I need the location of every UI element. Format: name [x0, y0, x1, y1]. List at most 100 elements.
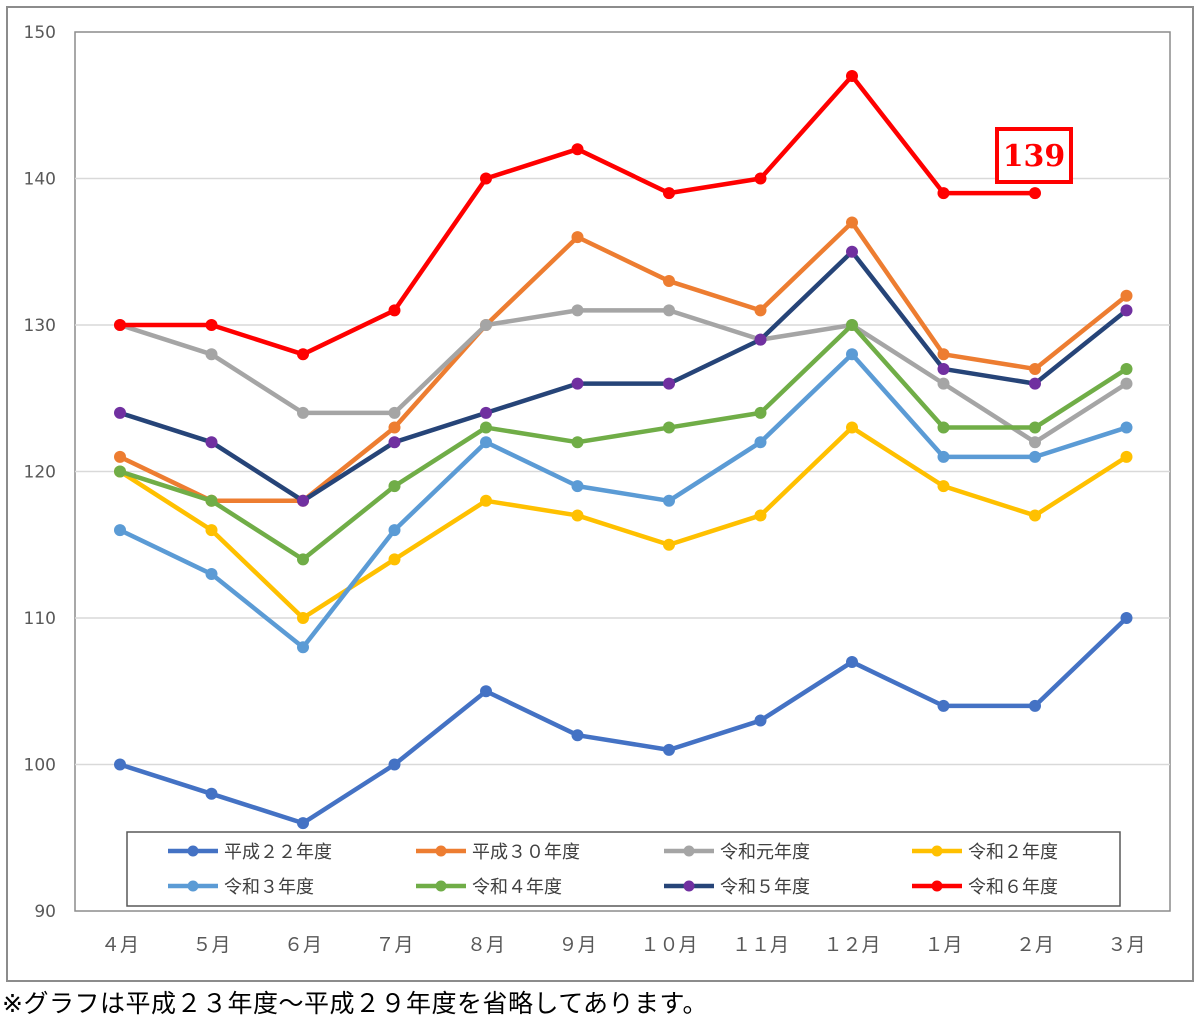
data-point: [571, 729, 584, 742]
data-point: [297, 348, 309, 361]
legend-label: 平成２２年度: [224, 842, 332, 863]
data-point: [754, 714, 767, 727]
legend-marker: [683, 845, 695, 857]
data-point: [480, 436, 492, 449]
data-point: [1120, 377, 1133, 390]
legend-label: 令和元年度: [720, 842, 810, 863]
data-point: [846, 69, 858, 82]
data-point: [1120, 612, 1133, 624]
data-point: [388, 553, 401, 566]
legend-marker: [435, 880, 447, 892]
data-point: [388, 406, 401, 419]
data-point: [571, 377, 584, 390]
data-point: [754, 509, 767, 522]
data-point: [846, 655, 858, 668]
data-point: [388, 304, 401, 317]
data-point: [205, 568, 218, 581]
x-tick-label: １月: [924, 934, 962, 956]
data-point: [297, 494, 309, 507]
series-line-3: [118, 425, 1128, 621]
data-point: [114, 319, 126, 331]
y-tick-label: 130: [24, 316, 56, 336]
data-point: [1120, 289, 1133, 302]
data-point: [937, 450, 950, 463]
data-point: [205, 436, 218, 449]
data-point: [1120, 362, 1133, 375]
data-point: [1029, 377, 1041, 390]
legend-marker: [187, 845, 199, 857]
data-point: [1029, 362, 1041, 375]
x-tick-label: １２月: [823, 934, 880, 956]
data-point: [754, 304, 767, 317]
y-tick-label: 100: [24, 756, 56, 776]
data-point: [297, 817, 309, 830]
x-tick-label: ７月: [375, 934, 413, 956]
data-point: [480, 685, 492, 698]
series-line-4: [119, 352, 1128, 650]
legend-marker: [683, 880, 695, 892]
footnote: ※グラフは平成２３年度～平成２９年度を省略してあります。: [2, 989, 708, 1018]
data-point: [754, 436, 767, 449]
data-point: [571, 231, 584, 244]
data-point: [480, 421, 492, 434]
legend-label: 令和２年度: [968, 842, 1058, 863]
data-point: [1029, 699, 1041, 712]
data-point: [1029, 436, 1041, 449]
data-point: [388, 758, 401, 771]
data-point: [846, 348, 858, 361]
series-line-6: [119, 249, 1128, 504]
legend-label: 平成３０年度: [472, 842, 580, 863]
data-point: [388, 421, 401, 434]
legend-marker: [931, 845, 943, 857]
y-tick-label: 120: [24, 463, 56, 483]
x-tick-label: ２月: [1016, 934, 1054, 956]
data-point: [663, 743, 675, 756]
data-point: [937, 480, 950, 493]
series-line-2: [119, 308, 1128, 445]
data-point: [388, 524, 401, 537]
data-point: [663, 421, 675, 434]
data-point: [480, 406, 492, 419]
data-point: [205, 348, 218, 361]
data-point: [114, 406, 126, 419]
data-point: [205, 494, 218, 507]
x-tick-label: ６月: [284, 934, 322, 956]
data-point: [571, 509, 584, 522]
data-point: [846, 319, 858, 331]
data-point: [571, 480, 584, 493]
data-point: [663, 538, 675, 551]
series-line-0: [119, 616, 1129, 826]
legend-label: 令和６年度: [968, 877, 1058, 898]
data-point: [846, 216, 858, 229]
data-point: [571, 143, 584, 156]
series-line-1: [119, 220, 1128, 504]
data-point: [1120, 421, 1133, 434]
data-point: [571, 304, 584, 317]
data-point: [388, 436, 401, 449]
x-tick-label: ５月: [192, 934, 230, 956]
data-point: [480, 494, 492, 507]
legend-label: 令和５年度: [720, 877, 810, 898]
data-point: [663, 494, 675, 507]
data-point: [114, 450, 126, 463]
legend-marker: [931, 880, 943, 892]
data-point: [114, 758, 126, 771]
x-tick-label: １０月: [640, 934, 697, 956]
legend: [126, 831, 1121, 907]
x-tick-label: ９月: [558, 934, 596, 956]
legend-label: 令和３年度: [224, 877, 314, 898]
data-point: [205, 319, 218, 331]
data-point: [937, 377, 950, 390]
callout-text: 139: [1003, 139, 1066, 174]
data-point: [663, 304, 675, 317]
data-point: [937, 362, 950, 375]
data-point: [297, 553, 309, 566]
y-tick-label: 90: [34, 902, 56, 922]
data-point: [297, 641, 309, 654]
y-tick-label: 140: [24, 170, 56, 190]
data-point: [388, 480, 401, 493]
data-point: [1120, 450, 1133, 463]
data-point: [846, 245, 858, 258]
data-point: [937, 699, 950, 712]
data-point: [937, 187, 950, 200]
